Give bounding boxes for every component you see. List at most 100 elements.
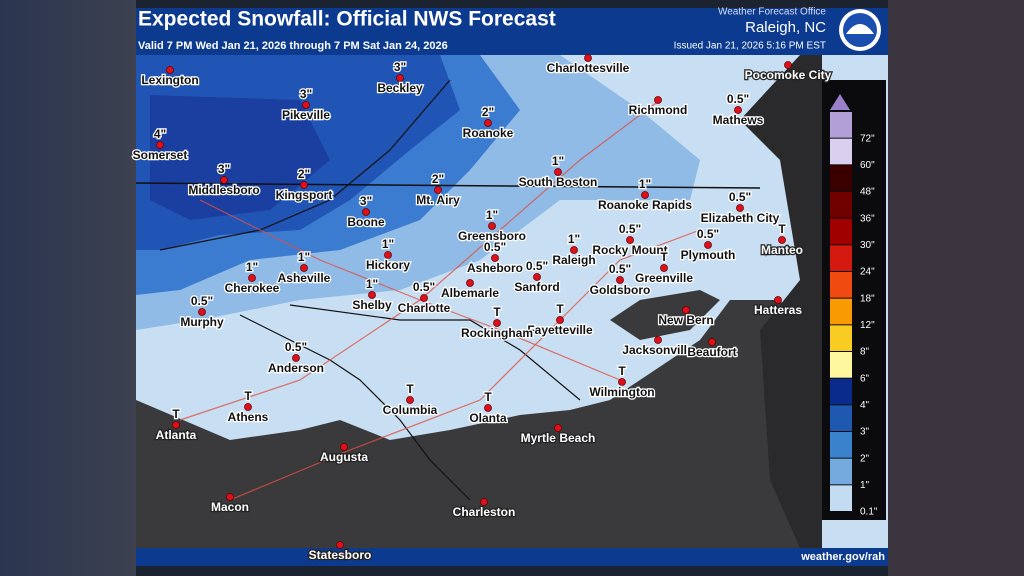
- nws-logo: [839, 9, 881, 51]
- snow-amount: T: [244, 389, 252, 403]
- city-name: Raleigh: [552, 253, 595, 267]
- legend-label: 1": [860, 480, 870, 491]
- legend-swatch: [830, 378, 852, 405]
- snow-amount: T: [556, 302, 564, 316]
- city-dot: [300, 264, 308, 272]
- legend-label: 30": [860, 240, 875, 251]
- snow-amount: T: [493, 305, 501, 319]
- city-dot: [362, 208, 370, 216]
- city-dot: [784, 61, 792, 69]
- cities: Lexington Somerset 4" Pikeville 3" Beckley 3" C…: [131, 54, 833, 563]
- snow-amount: 0.5": [609, 262, 631, 276]
- city-dot: [340, 443, 348, 451]
- city-name: Asheville: [278, 271, 331, 285]
- legend-label: 12": [860, 320, 875, 331]
- snow-amount: 0.5": [285, 340, 307, 354]
- legend-label: 48": [860, 187, 875, 198]
- city-dot: [292, 354, 300, 362]
- city-dot: [533, 273, 541, 281]
- map: [135, 8, 888, 566]
- legend-swatch: [830, 138, 852, 165]
- city-dot: [641, 191, 649, 199]
- legend-label: 8": [860, 347, 870, 358]
- legend-label: 72": [860, 133, 875, 144]
- snow-amount: 1": [366, 277, 378, 291]
- city-name: Pocomoke City: [745, 68, 832, 82]
- valid-time: Valid 7 PM Wed Jan 21, 2026 through 7 PM…: [138, 40, 448, 52]
- city-dot: [584, 54, 592, 62]
- city-dot: [384, 251, 392, 259]
- city-name: Murphy: [180, 315, 224, 329]
- city-dot: [368, 291, 376, 299]
- snow-amount: 0.5": [619, 222, 641, 236]
- city-dot: [774, 296, 782, 304]
- legend-swatch: [830, 298, 852, 325]
- city-name: Charlottesville: [547, 61, 630, 75]
- issued: Issued Jan 21, 2026 5:16 PM EST: [674, 41, 826, 52]
- legend-swatch: [830, 192, 852, 218]
- city-name: Shelby: [352, 298, 392, 312]
- legend-label: 18": [860, 293, 875, 304]
- legend-label: 36": [860, 213, 875, 224]
- legend-swatch: [830, 165, 852, 191]
- snow-amount: 1": [246, 260, 258, 274]
- city-name: Greensboro: [458, 229, 526, 243]
- city-dot: [736, 204, 744, 212]
- city-name: Myrtle Beach: [521, 431, 596, 445]
- city-dot: [493, 319, 501, 327]
- snow-amount: 4": [154, 127, 166, 141]
- footer-bar: [136, 548, 888, 566]
- city-name: Elizabeth City: [701, 211, 780, 225]
- snow-amount: T: [660, 250, 668, 264]
- city-dot: [488, 222, 496, 230]
- legend-swatch: [830, 218, 852, 245]
- snow-amount: T: [484, 390, 492, 404]
- city-dot: [248, 274, 256, 282]
- city-dot: [156, 141, 164, 149]
- city-dot: [466, 279, 474, 287]
- city-dot: [172, 421, 180, 429]
- city-name: Roanoke: [463, 126, 514, 140]
- snow-amount: 3": [300, 87, 312, 101]
- legend-label: 4": [860, 400, 870, 411]
- city-name: Atlanta: [156, 428, 197, 442]
- snow-amount: 1": [568, 232, 580, 246]
- snow-amount: T: [406, 382, 414, 396]
- city-name: Macon: [211, 500, 249, 514]
- legend-swatch: [830, 272, 852, 298]
- city-name: Wilmington: [589, 385, 654, 399]
- backdrop: [0, 0, 136, 576]
- legend-label: 24": [860, 267, 875, 278]
- city-name: Fayetteville: [527, 323, 593, 337]
- snow-amount: 0.5": [526, 259, 548, 273]
- legend-swatch: [830, 432, 852, 458]
- snow-amount: 1": [552, 154, 564, 168]
- snow-amount: 2": [432, 172, 444, 186]
- legend-scale: 72" 60" 48" 36" 30" 24" 18" 12" 8" 6" 4" 3" 2" 1" 0.1": [830, 94, 878, 518]
- city-name: Hatteras: [754, 303, 802, 317]
- snow-amount: 1": [639, 177, 651, 191]
- snow-amount: 1": [486, 208, 498, 222]
- city-dot: [336, 541, 344, 549]
- city-dot: [654, 96, 662, 104]
- title: Expected Snowfall: Official NWS Forecast: [138, 8, 556, 31]
- city-name: Mathews: [713, 113, 764, 127]
- snow-amount: 0.5": [697, 227, 719, 241]
- city-name: Rocky Mount: [592, 243, 667, 257]
- city-dot: [302, 101, 310, 109]
- city-name: Manteo: [761, 243, 803, 257]
- city-name: Roanoke Rapids: [598, 198, 692, 212]
- city-name: Columbia: [383, 403, 438, 417]
- snow-amount: T: [618, 364, 626, 378]
- city-dot: [554, 168, 562, 176]
- city-name: Richmond: [629, 103, 688, 117]
- city-name: Plymouth: [681, 248, 736, 262]
- snow-amount: 0.5": [727, 92, 749, 106]
- snow-amount: 0.5": [191, 294, 213, 308]
- city-name: New Bern: [658, 313, 713, 327]
- city-name: Middlesboro: [188, 183, 259, 197]
- legend-label: 2": [860, 453, 870, 464]
- city-name: Hickory: [366, 258, 410, 272]
- snow-amount: T: [172, 407, 180, 421]
- city-dot: [484, 404, 492, 412]
